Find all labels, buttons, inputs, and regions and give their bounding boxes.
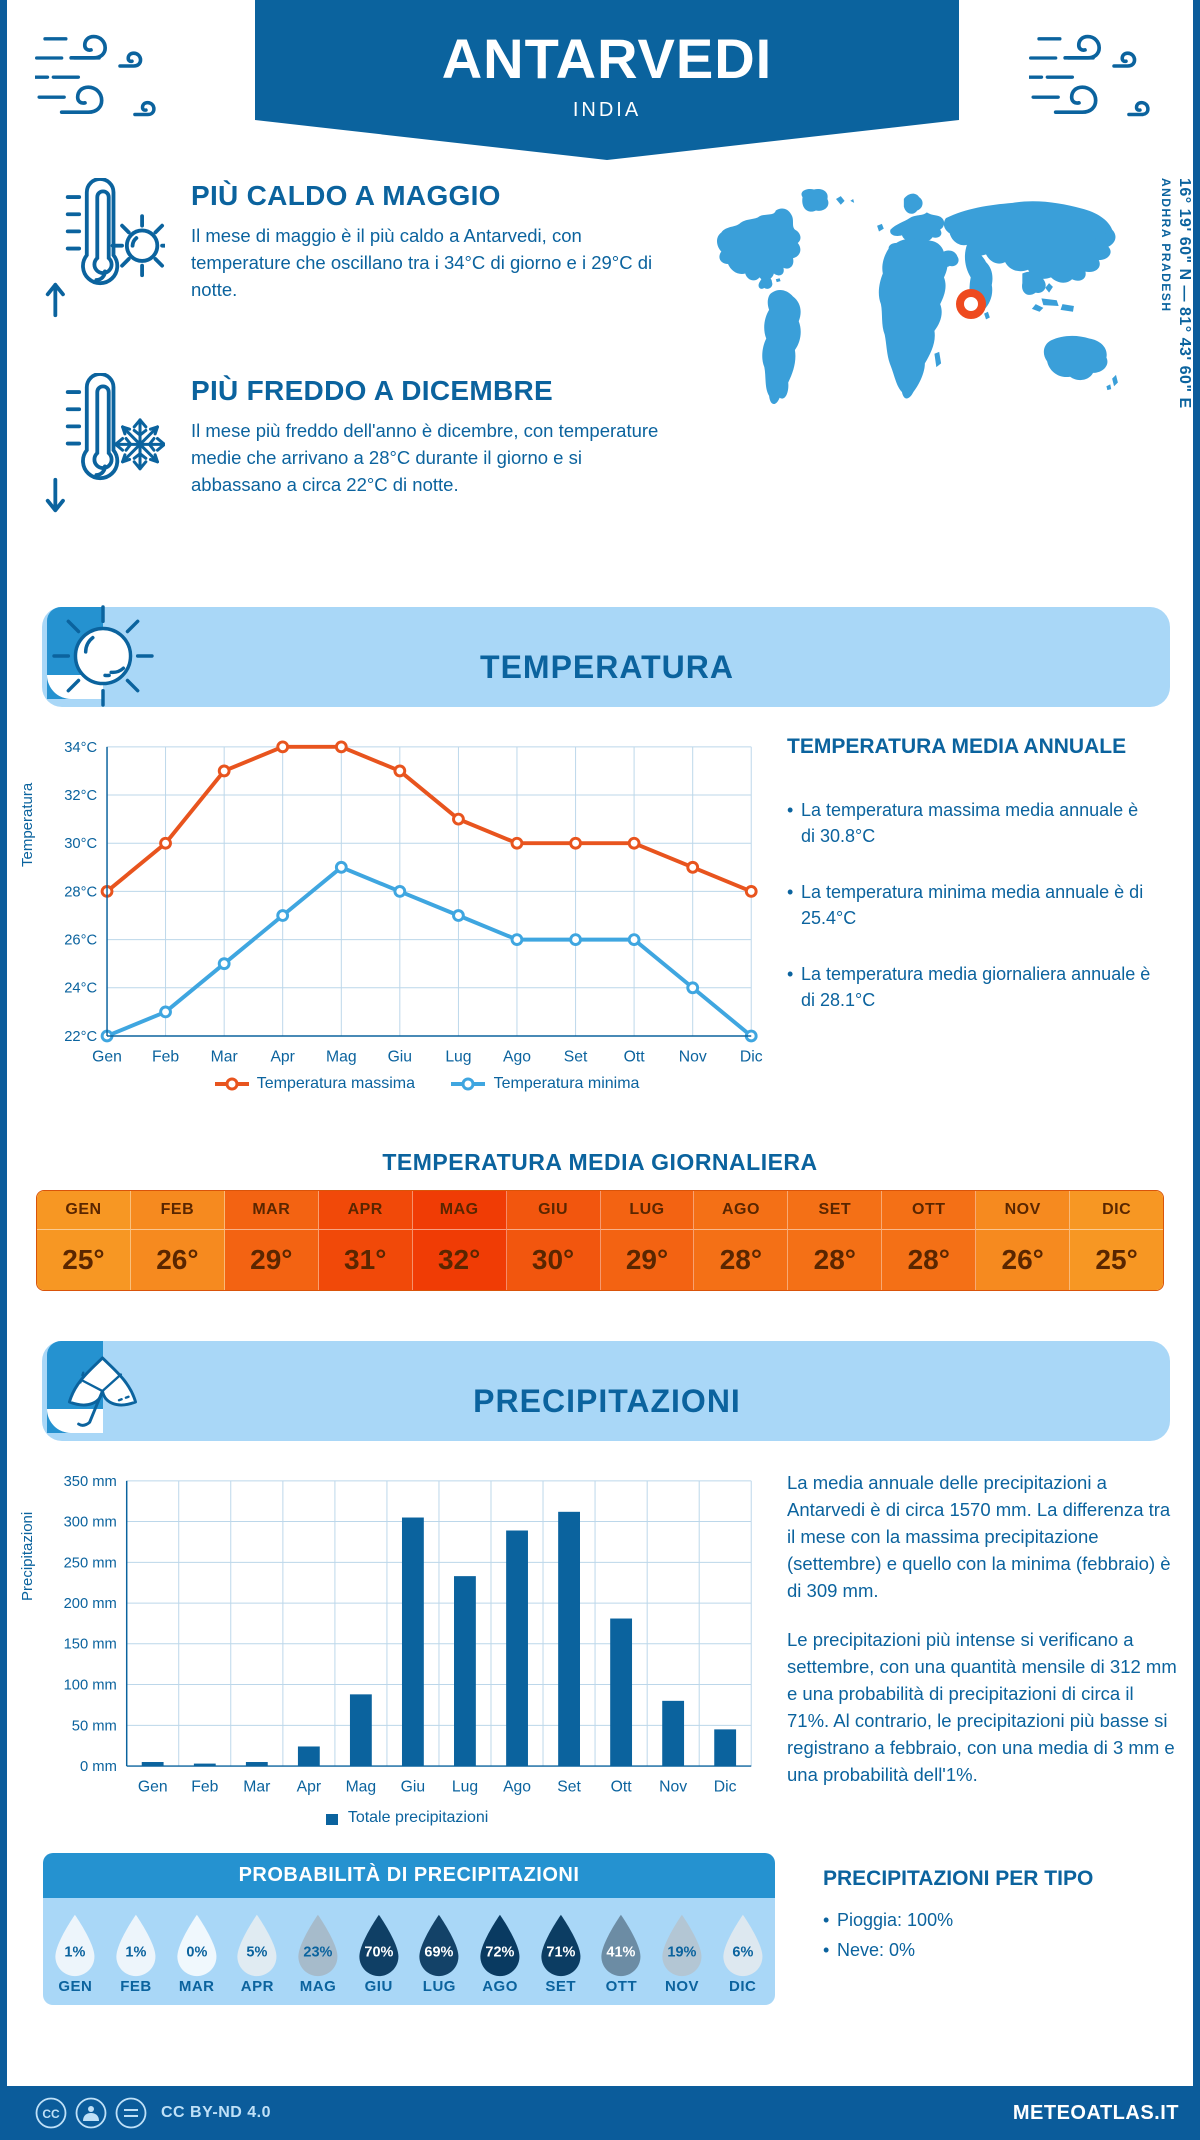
svg-text:Nov: Nov <box>659 1779 687 1796</box>
svg-text:26°C: 26°C <box>64 933 97 949</box>
svg-text:Lug: Lug <box>452 1779 478 1796</box>
svg-text:Set: Set <box>564 1049 588 1066</box>
svg-text:30°C: 30°C <box>64 836 97 852</box>
svg-text:23%: 23% <box>304 1945 333 1961</box>
svg-text:19%: 19% <box>668 1945 697 1961</box>
svg-text:41%: 41% <box>607 1945 636 1961</box>
svg-text:70%: 70% <box>364 1945 393 1961</box>
svg-text:72%: 72% <box>486 1945 515 1961</box>
svg-text:5%: 5% <box>247 1945 268 1961</box>
svg-text:100 mm: 100 mm <box>64 1677 117 1693</box>
svg-text:Mag: Mag <box>346 1779 377 1796</box>
svg-text:Feb: Feb <box>191 1779 218 1796</box>
svg-text:Lug: Lug <box>445 1049 471 1066</box>
svg-text:Dic: Dic <box>714 1779 737 1796</box>
svg-text:350 mm: 350 mm <box>64 1474 117 1490</box>
svg-text:1%: 1% <box>65 1945 86 1961</box>
svg-text:Nov: Nov <box>679 1049 707 1066</box>
svg-text:Ott: Ott <box>611 1779 633 1796</box>
svg-text:Mag: Mag <box>326 1049 357 1066</box>
svg-text:250 mm: 250 mm <box>64 1555 117 1571</box>
svg-text:69%: 69% <box>425 1945 454 1961</box>
svg-text:CC: CC <box>42 2107 60 2121</box>
svg-text:150 mm: 150 mm <box>64 1637 117 1653</box>
svg-text:28°C: 28°C <box>64 884 97 900</box>
svg-text:Feb: Feb <box>152 1049 179 1066</box>
svg-text:1%: 1% <box>126 1945 147 1961</box>
svg-text:Ago: Ago <box>503 1049 531 1066</box>
svg-text:71%: 71% <box>546 1945 575 1961</box>
svg-text:50 mm: 50 mm <box>72 1718 117 1734</box>
svg-text:300 mm: 300 mm <box>64 1514 117 1530</box>
svg-text:6%: 6% <box>732 1945 753 1961</box>
svg-text:Gen: Gen <box>138 1779 168 1796</box>
svg-text:Dic: Dic <box>740 1049 763 1066</box>
svg-text:Ago: Ago <box>503 1779 531 1796</box>
svg-text:Gen: Gen <box>92 1049 122 1066</box>
svg-text:Giu: Giu <box>388 1049 412 1066</box>
svg-text:Set: Set <box>557 1779 581 1796</box>
svg-text:0 mm: 0 mm <box>80 1759 117 1775</box>
svg-text:Giu: Giu <box>401 1779 425 1796</box>
svg-text:24°C: 24°C <box>64 981 97 997</box>
svg-text:Apr: Apr <box>270 1049 294 1066</box>
svg-text:Ott: Ott <box>624 1049 646 1066</box>
svg-text:Apr: Apr <box>297 1779 321 1796</box>
svg-text:200 mm: 200 mm <box>64 1596 117 1612</box>
svg-text:32°C: 32°C <box>64 788 97 804</box>
svg-text:Mar: Mar <box>211 1049 238 1066</box>
svg-text:Mar: Mar <box>243 1779 270 1796</box>
svg-text:22°C: 22°C <box>64 1029 97 1045</box>
svg-text:0%: 0% <box>186 1945 207 1961</box>
svg-text:34°C: 34°C <box>64 740 97 756</box>
